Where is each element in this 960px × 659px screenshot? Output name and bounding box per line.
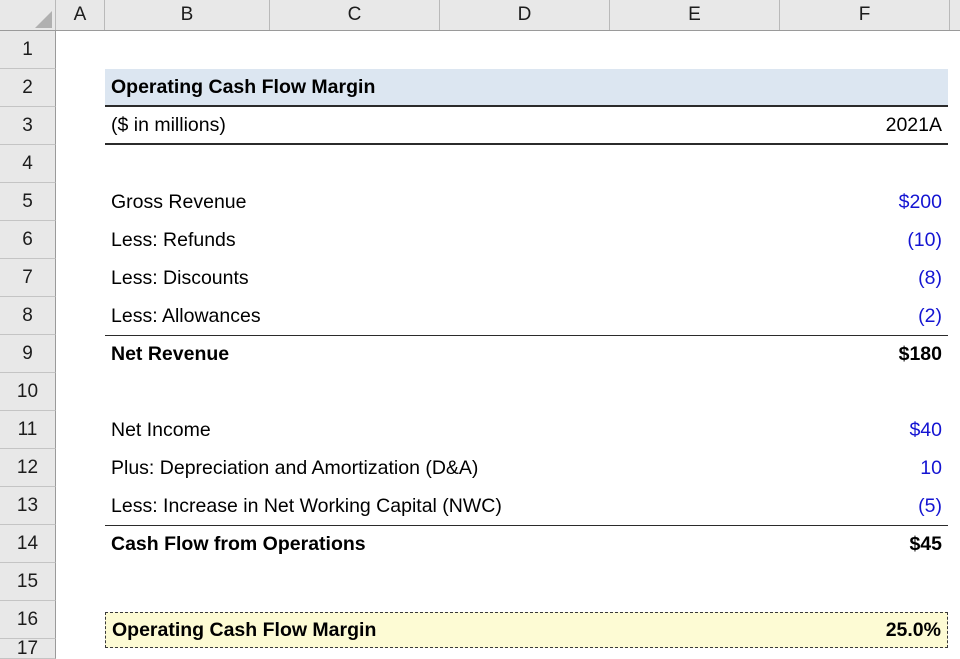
row-label: 17	[16, 637, 39, 659]
row-header-7[interactable]: 7	[0, 259, 56, 297]
column-header-f[interactable]: F	[780, 0, 950, 30]
row-label: 15	[16, 570, 39, 592]
row-label: 14	[16, 532, 39, 554]
row-label: 3	[22, 114, 33, 136]
column-header-b[interactable]: B	[105, 0, 270, 30]
row-header-17[interactable]: 17	[0, 637, 56, 659]
line-item-value-less-refunds[interactable]: (10)	[907, 228, 942, 251]
margin-result-value: 25.0%	[885, 618, 941, 641]
total-value-net-revenue[interactable]: $180	[780, 335, 948, 373]
column-header-d[interactable]: D	[440, 0, 610, 30]
row-header-1[interactable]: 1	[0, 31, 56, 69]
column-label: F	[858, 4, 871, 25]
line-item-label-less-refunds[interactable]: Less: Refunds	[111, 228, 236, 251]
column-label: D	[517, 4, 532, 25]
line-item-label-increase-nwc[interactable]: Less: Increase in Net Working Capital (N…	[111, 494, 502, 517]
column-header-a[interactable]: A	[56, 0, 105, 30]
period-header[interactable]: 2021A	[780, 107, 948, 145]
row-header-15[interactable]: 15	[0, 563, 56, 601]
row-label: 11	[17, 418, 38, 440]
column-label: E	[688, 4, 701, 25]
margin-result-row[interactable]: Operating Cash Flow Margin 25.0%	[105, 612, 948, 648]
row-header-10[interactable]: 10	[0, 373, 56, 411]
row-header-2[interactable]: 2	[0, 69, 56, 107]
line-item-value-net-income[interactable]: $40	[909, 418, 942, 441]
row-label: 5	[22, 190, 33, 212]
row-header-3[interactable]: 3	[0, 107, 56, 145]
select-all-corner[interactable]	[0, 0, 56, 30]
row-header-6[interactable]: 6	[0, 221, 56, 259]
line-item-value-less-discounts[interactable]: (8)	[918, 266, 942, 289]
row-label: 4	[22, 152, 33, 174]
row-header-16[interactable]: 16	[0, 601, 56, 639]
total-label-net-revenue[interactable]: Net Revenue	[105, 335, 780, 373]
column-label: C	[347, 4, 362, 25]
line-item-label-less-allowances[interactable]: Less: Allowances	[111, 304, 261, 327]
row-header-14[interactable]: 14	[0, 525, 56, 563]
row-header-13[interactable]: 13	[0, 487, 56, 525]
row-header-11[interactable]: 11	[0, 411, 56, 449]
line-item-label-gross-revenue[interactable]: Gross Revenue	[111, 190, 247, 213]
row-header-8[interactable]: 8	[0, 297, 56, 335]
row-label: 16	[16, 608, 39, 630]
margin-result-label: Operating Cash Flow Margin	[112, 618, 377, 641]
row-label: 9	[22, 342, 33, 364]
row-label: 7	[22, 266, 33, 288]
total-label-cash-flow-from-operations[interactable]: Cash Flow from Operations	[105, 525, 780, 563]
total-value-cash-flow-from-operations[interactable]: $45	[780, 525, 948, 563]
column-header-c[interactable]: C	[270, 0, 440, 30]
column-header-e[interactable]: E	[610, 0, 780, 30]
line-item-value-increase-nwc[interactable]: (5)	[918, 494, 942, 517]
row-label: 6	[22, 228, 33, 250]
line-item-value-depreciation-amortization[interactable]: 10	[920, 456, 942, 479]
line-item-value-less-allowances[interactable]: (2)	[918, 304, 942, 327]
row-label: 12	[16, 456, 39, 478]
row-header-4[interactable]: 4	[0, 145, 56, 183]
row-label: 2	[22, 76, 33, 98]
row-label: 1	[22, 38, 33, 60]
row-header-9[interactable]: 9	[0, 335, 56, 373]
units-note[interactable]: ($ in millions)	[105, 107, 780, 145]
row-header-12[interactable]: 12	[0, 449, 56, 487]
line-item-label-net-income[interactable]: Net Income	[111, 418, 211, 441]
row-label: 13	[16, 494, 39, 516]
line-item-value-gross-revenue[interactable]: $200	[898, 190, 942, 213]
column-label: A	[73, 4, 87, 25]
row-header-5[interactable]: 5	[0, 183, 56, 221]
row-label: 8	[22, 304, 33, 326]
select-all-triangle-icon	[35, 11, 52, 28]
column-label: B	[180, 4, 194, 25]
line-item-label-depreciation-amortization[interactable]: Plus: Depreciation and Amortization (D&A…	[111, 456, 479, 479]
report-title[interactable]: Operating Cash Flow Margin	[105, 69, 948, 107]
line-item-label-less-discounts[interactable]: Less: Discounts	[111, 266, 249, 289]
row-label: 10	[16, 380, 39, 402]
